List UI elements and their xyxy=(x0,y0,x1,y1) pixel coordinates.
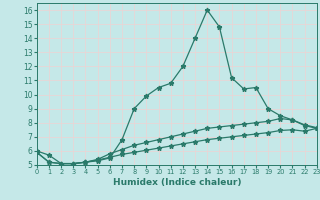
X-axis label: Humidex (Indice chaleur): Humidex (Indice chaleur) xyxy=(113,178,241,187)
